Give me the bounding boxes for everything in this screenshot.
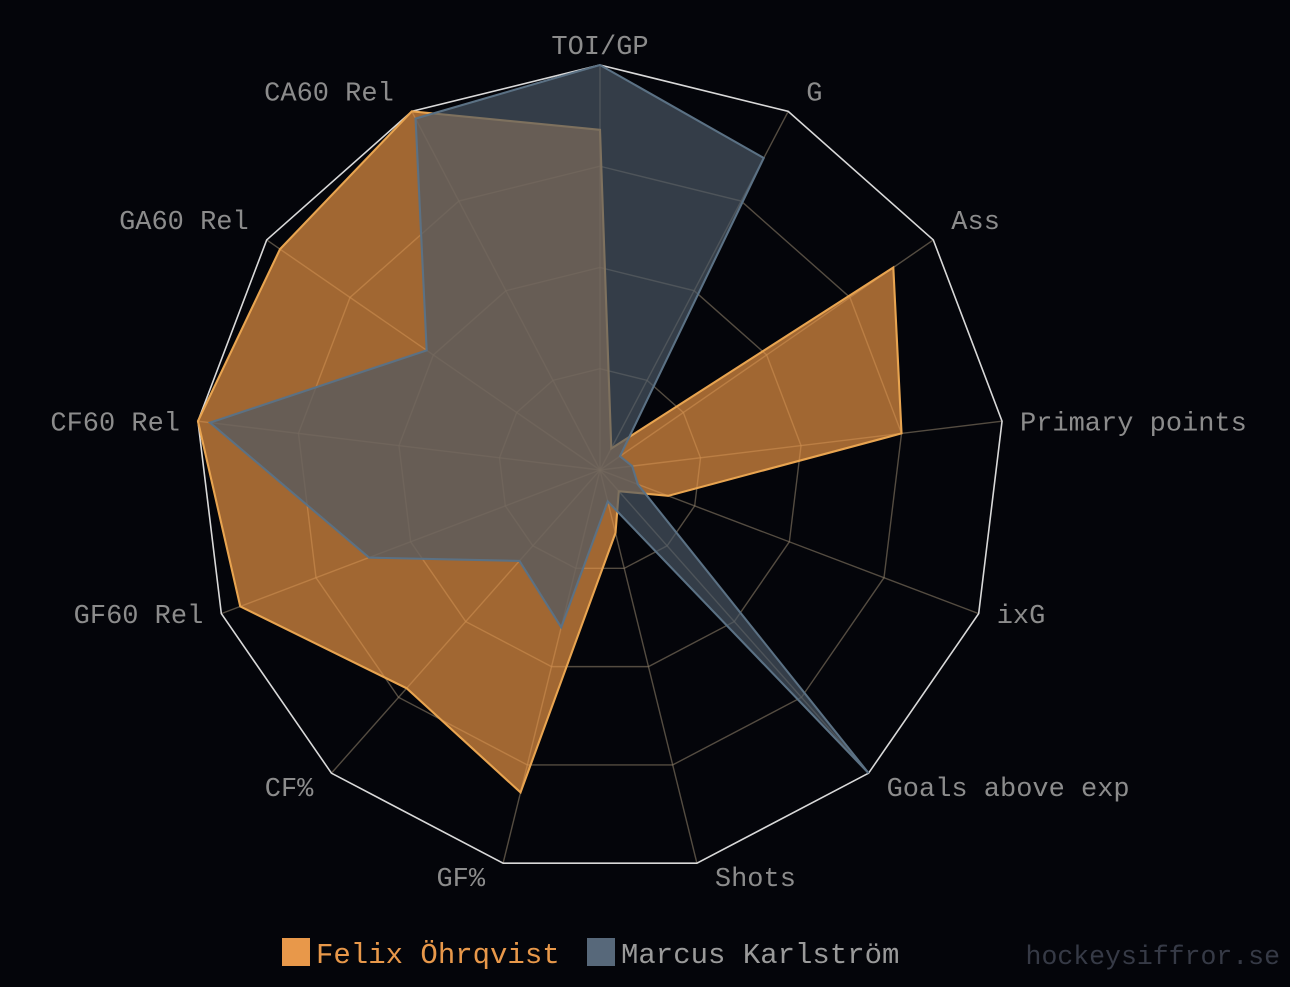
svg-text:GA60 Rel: GA60 Rel — [119, 208, 249, 238]
svg-text:hockeysiffror.se: hockeysiffror.se — [1026, 942, 1280, 972]
svg-text:GF60 Rel: GF60 Rel — [74, 602, 204, 632]
svg-text:CA60 Rel: CA60 Rel — [264, 79, 394, 109]
svg-text:ixG: ixG — [997, 602, 1046, 632]
svg-text:Felix Öhrqvist: Felix Öhrqvist — [316, 939, 560, 972]
svg-text:TOI/GP: TOI/GP — [551, 33, 648, 63]
svg-text:CF%: CF% — [265, 775, 314, 805]
svg-text:GF%: GF% — [436, 865, 485, 895]
svg-text:Goals above exp: Goals above exp — [887, 775, 1130, 805]
svg-text:G: G — [806, 79, 822, 109]
svg-text:Marcus Karlström: Marcus Karlström — [621, 939, 899, 972]
svg-text:Ass: Ass — [951, 208, 1000, 238]
svg-text:Primary points: Primary points — [1020, 410, 1247, 440]
svg-text:CF60 Rel: CF60 Rel — [50, 410, 180, 440]
svg-text:Shots: Shots — [715, 865, 796, 895]
